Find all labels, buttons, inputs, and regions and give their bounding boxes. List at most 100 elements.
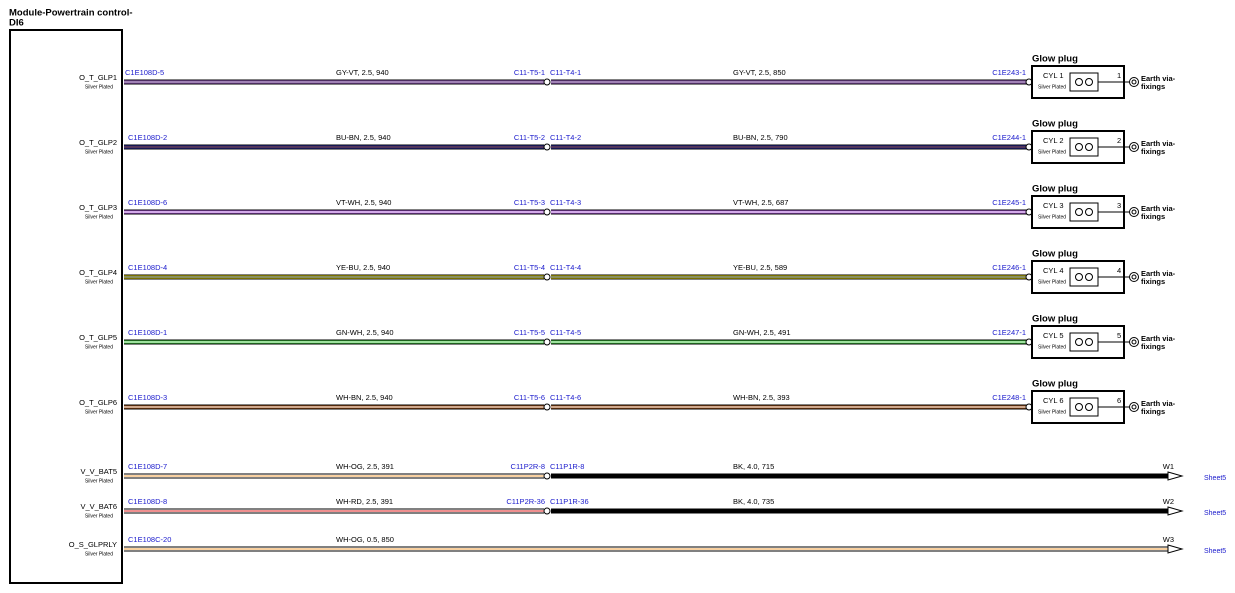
plating-label: Silver Plated	[85, 84, 113, 90]
cyl-label: CYL 2	[1043, 136, 1064, 145]
arrow	[1167, 506, 1184, 516]
wire-label: VT-WH, 2.5, 687	[733, 198, 788, 207]
wire-label: YE-BU, 2.5, 589	[733, 263, 787, 272]
plug-symbol	[1069, 267, 1099, 287]
plug-contact	[1075, 403, 1083, 411]
splice-label: C11-T4-3	[550, 198, 581, 207]
plug-symbol	[1069, 202, 1099, 222]
splice-label: C11P2R-36	[506, 497, 545, 506]
cyl-label: CYL 5	[1043, 331, 1064, 340]
component-title: Glow plug	[1032, 249, 1078, 260]
connector-label: C1E108D-8	[128, 497, 167, 506]
plating-label: Silver Plated	[85, 478, 113, 484]
wire-label: WH-OG, 2.5, 391	[336, 462, 394, 471]
plug-contact	[1085, 208, 1093, 216]
pin-number: 5	[1117, 331, 1121, 340]
plating-label: Silver Plated	[85, 344, 113, 350]
plating-label: Silver Plated	[85, 513, 113, 519]
pin-label: O_T_GLP3	[79, 203, 117, 212]
wire-ref: W1	[1163, 462, 1174, 471]
plug-symbol	[1069, 72, 1099, 92]
module-title: Module-Powertrain control-	[9, 8, 133, 19]
plug-contact	[1075, 143, 1083, 151]
connector-label: C1E244-1	[992, 133, 1026, 142]
connector-label: C1E108D-6	[128, 198, 167, 207]
connector-label: C1E108D-2	[128, 133, 167, 142]
wire-label: YE-BU, 2.5, 940	[336, 263, 390, 272]
wire-label: GN-WH, 2.5, 940	[336, 328, 394, 337]
plating-label: Silver Plated	[1038, 344, 1066, 350]
pin-number: 2	[1117, 136, 1121, 145]
plug-contact	[1075, 208, 1083, 216]
connector-label: C1E247-1	[992, 328, 1026, 337]
earth-symbol	[1129, 142, 1139, 152]
splice	[543, 472, 551, 480]
plating-label: Silver Plated	[85, 551, 113, 557]
connector-label: C1E108D-7	[128, 462, 167, 471]
pin-label: O_T_GLP1	[79, 73, 117, 82]
splice	[543, 273, 551, 281]
splice-label: C11-T4-6	[550, 393, 581, 402]
wire-label: GY-VT, 2.5, 850	[733, 68, 786, 77]
sheet-link: Sheet5	[1204, 548, 1226, 555]
plug-contact	[1085, 403, 1093, 411]
earth-symbol	[1129, 207, 1139, 217]
connector-label: C1E108C-20	[128, 535, 171, 544]
wire-label: VT-WH, 2.5, 940	[336, 198, 391, 207]
earth-label: Earth via-	[1141, 139, 1176, 148]
plug-symbol	[1069, 397, 1099, 417]
earth-label: fixings	[1141, 147, 1165, 156]
splice-label: C11-T5-2	[514, 133, 545, 142]
pin-label: O_T_GLP4	[79, 268, 117, 277]
plating-label: Silver Plated	[1038, 279, 1066, 285]
wire-ref: W3	[1163, 535, 1174, 544]
cyl-label: CYL 6	[1043, 396, 1064, 405]
splice-label: C11-T4-4	[550, 263, 581, 272]
wire-label: GN-WH, 2.5, 491	[733, 328, 791, 337]
wire-label: BK, 4.0, 715	[733, 462, 774, 471]
connector-label: C1E243-1	[992, 68, 1026, 77]
earth-symbol	[1129, 77, 1139, 87]
plug-contact	[1075, 273, 1083, 281]
component-title: Glow plug	[1032, 54, 1078, 65]
earth-symbol	[1131, 404, 1137, 410]
plug-contact	[1075, 78, 1083, 86]
plating-label: Silver Plated	[1038, 149, 1066, 155]
component-title: Glow plug	[1032, 379, 1078, 390]
cyl-label: CYL 3	[1043, 201, 1064, 210]
earth-symbol	[1129, 272, 1139, 282]
splice	[543, 338, 551, 346]
connector-label: C1E245-1	[992, 198, 1026, 207]
plug-symbol	[1069, 332, 1099, 352]
splice-label: C11P1R-8	[550, 462, 584, 471]
earth-symbol	[1131, 144, 1137, 150]
splice-label: C11-T4-2	[550, 133, 581, 142]
wire-ref: W2	[1163, 497, 1174, 506]
earth-label: Earth via-	[1141, 334, 1176, 343]
plating-label: Silver Plated	[85, 409, 113, 415]
plug-symbol	[1069, 137, 1099, 157]
pin-number: 4	[1117, 266, 1121, 275]
plug-contact	[1085, 273, 1093, 281]
earth-label: fixings	[1141, 407, 1165, 416]
wire-label: GY-VT, 2.5, 940	[336, 68, 389, 77]
splice	[543, 208, 551, 216]
arrow	[1167, 471, 1184, 481]
module-title: DI6	[9, 18, 24, 29]
splice	[543, 143, 551, 151]
plug-contact	[1075, 338, 1083, 346]
earth-label: fixings	[1141, 277, 1165, 286]
wire-label: BU-BN, 2.5, 940	[336, 133, 391, 142]
wire-label: WH-RD, 2.5, 391	[336, 497, 393, 506]
splice	[543, 507, 551, 515]
earth-symbol	[1131, 79, 1137, 85]
component-title: Glow plug	[1032, 119, 1078, 130]
connector-label: C1E248-1	[992, 393, 1026, 402]
plating-label: Silver Plated	[85, 214, 113, 220]
earth-label: fixings	[1141, 82, 1165, 91]
plating-label: Silver Plated	[1038, 214, 1066, 220]
splice-label: C11-T4-1	[550, 68, 581, 77]
earth-symbol	[1131, 209, 1137, 215]
sheet-link: Sheet5	[1204, 510, 1226, 517]
